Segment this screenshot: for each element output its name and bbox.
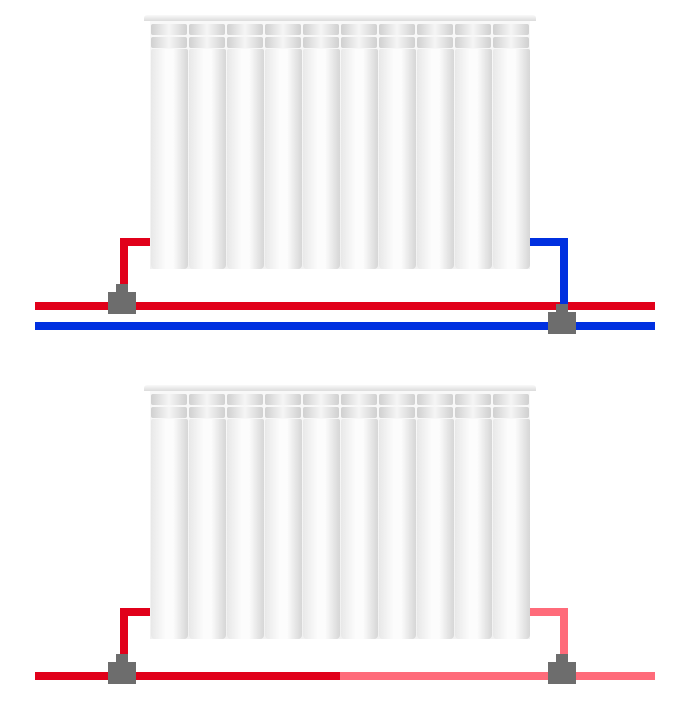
radiator (150, 15, 530, 269)
radiator-fin (265, 419, 302, 639)
radiator-header (150, 15, 530, 49)
radiator-fins (150, 49, 530, 269)
one-pipe-diagram (0, 370, 690, 710)
radiator-fin (265, 49, 302, 269)
radiator-fin (455, 49, 492, 269)
radiator-fin (493, 419, 530, 639)
tee-fitting (548, 662, 576, 684)
radiator-fin (303, 49, 340, 269)
two-pipe-diagram (0, 0, 690, 340)
radiator-fin (493, 49, 530, 269)
radiator-fin (227, 419, 264, 639)
radiator-fin (417, 49, 454, 269)
tee-fitting (108, 662, 136, 684)
radiator-fin (341, 49, 378, 269)
radiator-fin (379, 49, 416, 269)
radiator (150, 385, 530, 639)
main-pipe (340, 672, 655, 680)
radiator-fin (341, 419, 378, 639)
radiator-fin (151, 419, 188, 639)
radiator-fin (189, 419, 226, 639)
main-pipe (35, 672, 340, 680)
radiator-fin (303, 419, 340, 639)
tee-fitting (108, 292, 136, 314)
radiator-fin (189, 49, 226, 269)
radiator-fins (150, 419, 530, 639)
radiator-fin (455, 419, 492, 639)
radiator-header (150, 385, 530, 419)
radiator-fin (151, 49, 188, 269)
radiator-fin (379, 419, 416, 639)
tee-fitting (548, 312, 576, 334)
radiator-fin (227, 49, 264, 269)
radiator-fin (417, 419, 454, 639)
